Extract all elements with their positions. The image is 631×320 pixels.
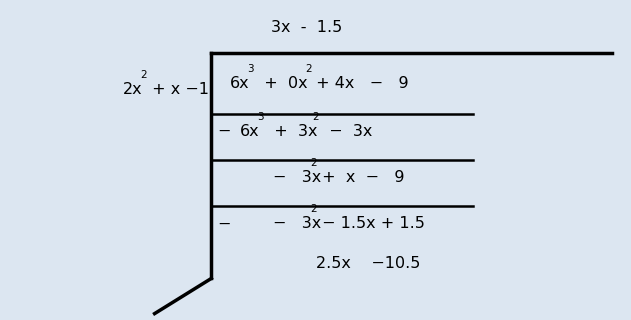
Text: −: − (218, 124, 231, 139)
Text: 2: 2 (305, 64, 311, 74)
Text: 2: 2 (310, 158, 317, 168)
Text: 3: 3 (247, 64, 254, 74)
Text: + 4x   −   9: + 4x − 9 (311, 76, 409, 91)
Text: −: − (218, 217, 231, 231)
Text: + x −1: + x −1 (147, 82, 209, 97)
Text: 2.5x    −10.5: 2.5x −10.5 (316, 257, 420, 271)
Text: − 1.5x + 1.5: − 1.5x + 1.5 (317, 217, 425, 231)
Text: 3x  -  1.5: 3x - 1.5 (271, 20, 343, 35)
Text: 2x: 2x (123, 82, 143, 97)
Text: 6x: 6x (240, 124, 259, 139)
Text: 2: 2 (140, 70, 146, 80)
Text: +  3x: + 3x (264, 124, 317, 139)
Text: 2: 2 (310, 204, 317, 214)
Text: +  0x: + 0x (254, 76, 308, 91)
Text: 2: 2 (312, 112, 319, 122)
Text: 3: 3 (257, 112, 263, 122)
Text: −   3x: − 3x (273, 217, 321, 231)
Text: −  3x: − 3x (319, 124, 373, 139)
Text: −   3x: − 3x (273, 170, 321, 185)
Text: +  x  −   9: + x − 9 (317, 170, 404, 185)
Text: 6x: 6x (230, 76, 250, 91)
